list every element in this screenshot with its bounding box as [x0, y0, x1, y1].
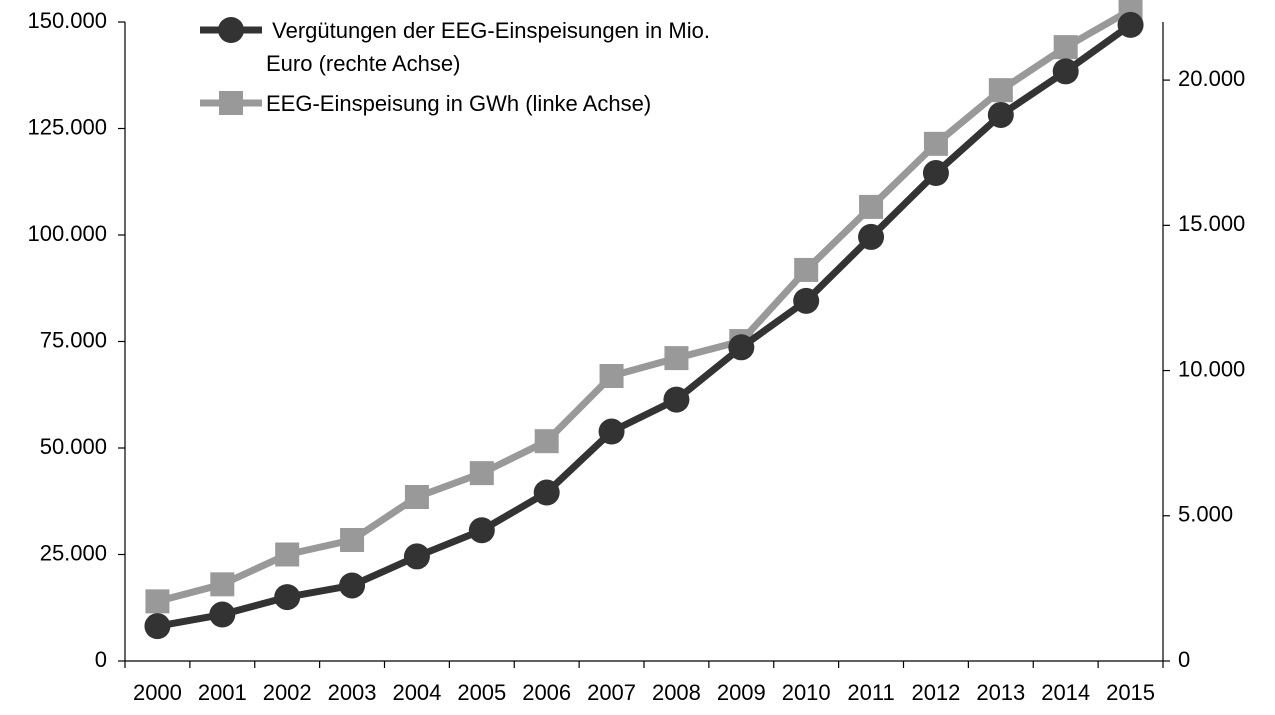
marker	[923, 131, 948, 156]
marker	[145, 589, 170, 614]
x-tick-label: 2001	[198, 680, 247, 705]
marker	[469, 461, 494, 486]
y2-tick-label: 0	[1178, 647, 1190, 672]
x-tick-label: 2005	[457, 680, 506, 705]
marker	[274, 584, 301, 611]
x-tick-label: 2011	[847, 680, 894, 705]
x-tick-label: 2002	[263, 680, 312, 705]
marker	[728, 334, 755, 361]
marker	[987, 101, 1014, 128]
series-line	[156, 7, 1133, 605]
x-tick-label: 2009	[717, 680, 766, 705]
y-tick-label: 150.000	[27, 8, 107, 33]
marker	[339, 572, 366, 599]
y2-tick-label: 20.000	[1178, 66, 1245, 91]
marker	[210, 572, 235, 597]
marker	[209, 601, 236, 628]
marker	[599, 364, 624, 389]
y2-tick-label: 15.000	[1178, 211, 1245, 236]
legend-label: Vergütungen der EEG-Einspeisungen in Mio…	[266, 18, 717, 76]
x-tick-label: 2008	[652, 680, 701, 705]
legend-marker	[218, 17, 244, 43]
marker	[598, 418, 625, 445]
y-tick-label: 25.000	[40, 540, 107, 565]
y2-tick-label: 10.000	[1178, 356, 1245, 381]
x-tick-label: 2014	[1041, 680, 1090, 705]
y-tick-label: 75.000	[40, 327, 107, 352]
marker	[534, 429, 559, 454]
marker	[988, 78, 1013, 103]
x-tick-label: 2000	[133, 680, 182, 705]
y-tick-label: 50.000	[40, 434, 107, 459]
marker	[468, 517, 495, 544]
x-tick-label: 2004	[392, 680, 441, 705]
marker	[858, 223, 885, 250]
x-tick-label: 2012	[911, 680, 960, 705]
x-tick-label: 2006	[522, 680, 571, 705]
x-tick-label: 2007	[587, 680, 636, 705]
marker	[664, 346, 689, 371]
marker	[1117, 11, 1144, 38]
y-tick-label: 0	[95, 647, 107, 672]
marker	[404, 484, 429, 509]
x-tick-label: 2013	[976, 680, 1025, 705]
marker	[1053, 35, 1078, 60]
marker	[663, 386, 690, 413]
y-tick-label: 100.000	[27, 221, 107, 246]
y2-tick-label: 5.000	[1178, 502, 1233, 527]
series-line	[156, 22, 1133, 630]
marker	[340, 528, 365, 553]
x-tick-label: 2003	[328, 680, 377, 705]
marker	[793, 287, 820, 314]
marker	[403, 543, 430, 570]
marker	[859, 194, 884, 219]
marker	[794, 257, 819, 282]
x-tick-label: 2015	[1106, 680, 1155, 705]
legend-marker	[219, 91, 243, 115]
marker	[275, 542, 300, 567]
legend-label: EEG-Einspeisung in GWh (linke Achse)	[266, 91, 652, 116]
marker	[1052, 58, 1079, 85]
y-tick-label: 125.000	[27, 114, 107, 139]
x-tick-label: 2010	[782, 680, 831, 705]
marker	[533, 479, 560, 506]
marker	[922, 160, 949, 187]
marker	[144, 613, 171, 640]
